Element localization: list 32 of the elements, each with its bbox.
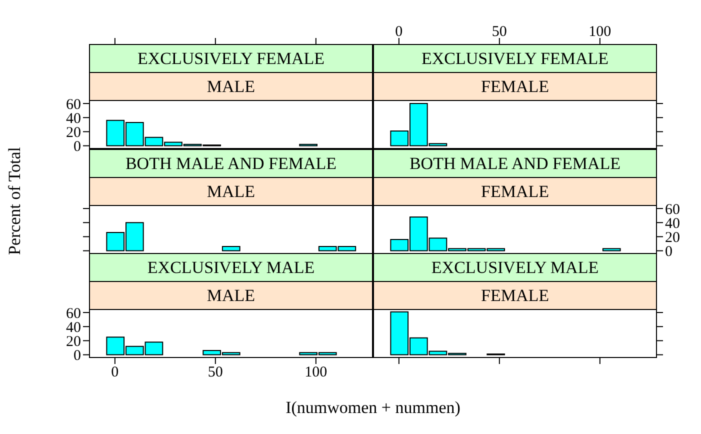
y-axis-title: Percent of Total: [5, 146, 25, 256]
y-tick-label: 20: [66, 125, 81, 142]
x-tick-label: 50: [492, 24, 507, 40]
x-tick-label: 0: [395, 24, 403, 40]
chart-title: EXCLUSIVELY FEMALE: [90, 45, 372, 73]
y-tick-label: 60: [66, 306, 81, 322]
x-tick-label: 50: [208, 364, 223, 381]
y-tick-label: 20: [665, 230, 680, 246]
y-tick-label: 20: [66, 334, 81, 350]
y-tick-label: 40: [66, 110, 81, 127]
y-tick-label: 60: [66, 96, 81, 113]
x-tick-label: 100: [588, 24, 612, 40]
chart-subtitle: FEMALE: [374, 282, 656, 310]
y-tick-label: 0: [74, 348, 81, 364]
x-axis-title: I(numwomen + nummen): [286, 398, 460, 418]
chart-title: BOTH MALE AND FEMALE: [90, 150, 372, 178]
y-tick-label: 40: [66, 320, 81, 336]
chart-title: EXCLUSIVELY MALE: [90, 254, 372, 282]
chart-title: BOTH MALE AND FEMALE: [374, 150, 656, 178]
x-tick-label: 0: [111, 364, 119, 381]
x-tick-label: 100: [304, 364, 328, 381]
y-tick-label: 0: [665, 244, 672, 260]
y-tick-label: 40: [665, 216, 680, 232]
chart-subtitle: FEMALE: [374, 178, 656, 206]
chart-subtitle: FEMALE: [374, 73, 656, 101]
chart-subtitle: MALE: [90, 282, 372, 310]
y-tick-label: 60: [665, 202, 680, 218]
chart-subtitle: MALE: [90, 73, 372, 101]
y-tick-label: 0: [74, 139, 81, 156]
chart-subtitle: MALE: [90, 178, 372, 206]
chart-title: EXCLUSIVELY MALE: [374, 254, 656, 282]
chart-title: EXCLUSIVELY FEMALE: [374, 45, 656, 73]
